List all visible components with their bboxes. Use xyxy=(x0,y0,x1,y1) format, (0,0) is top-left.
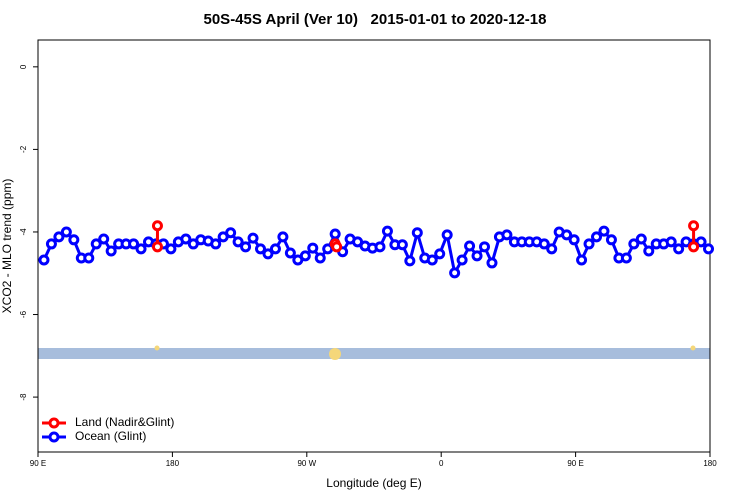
point xyxy=(643,245,655,257)
point xyxy=(688,220,700,232)
point xyxy=(464,240,476,252)
point xyxy=(165,243,177,255)
point xyxy=(628,238,640,250)
point xyxy=(568,234,580,246)
point xyxy=(299,250,311,262)
y-tick-label: -4 xyxy=(19,228,28,236)
point xyxy=(538,238,550,250)
point xyxy=(456,254,468,266)
point xyxy=(546,243,558,255)
y-tick-label: -8 xyxy=(19,393,28,401)
point xyxy=(45,238,57,250)
point xyxy=(210,238,222,250)
y-tick-label: 0 xyxy=(19,64,28,69)
point xyxy=(232,236,244,248)
point xyxy=(284,247,296,259)
legend-marker xyxy=(48,417,60,429)
point xyxy=(38,254,50,266)
point xyxy=(314,252,326,264)
point xyxy=(277,231,289,243)
legend-label: Land (Nadir&Glint) xyxy=(75,415,174,429)
x-axis-title: Longitude (deg E) xyxy=(326,476,421,490)
point xyxy=(426,254,438,266)
point xyxy=(90,238,102,250)
x-tick-label: 90 E xyxy=(567,459,583,468)
point xyxy=(441,229,453,241)
point xyxy=(688,241,700,253)
point xyxy=(635,233,647,245)
point xyxy=(331,241,343,253)
point xyxy=(583,238,595,250)
point xyxy=(329,228,341,240)
point xyxy=(598,225,610,237)
point xyxy=(620,252,632,264)
point xyxy=(105,245,117,257)
land-spot xyxy=(329,348,341,360)
y-tick-label: -6 xyxy=(19,310,28,318)
point xyxy=(703,243,715,255)
point xyxy=(411,227,423,239)
x-tick-label: 180 xyxy=(703,459,717,468)
point xyxy=(434,248,446,260)
surface-band xyxy=(38,348,710,359)
point xyxy=(68,234,80,246)
point xyxy=(471,250,483,262)
point xyxy=(307,242,319,254)
y-tick-label: -2 xyxy=(19,145,28,153)
point xyxy=(225,227,237,239)
point xyxy=(128,238,140,250)
point xyxy=(479,241,491,253)
point xyxy=(247,232,259,244)
point xyxy=(501,229,513,241)
x-tick-label: 0 xyxy=(439,459,444,468)
legend-marker xyxy=(48,431,60,443)
point xyxy=(83,252,95,264)
point xyxy=(486,257,498,269)
point xyxy=(374,241,386,253)
chart-title: 50S-45S April (Ver 10) 2015-01-01 to 202… xyxy=(204,11,547,28)
point xyxy=(60,226,72,238)
point xyxy=(151,220,163,232)
point xyxy=(262,248,274,260)
point xyxy=(381,225,393,237)
x-tick-label: 180 xyxy=(166,459,180,468)
point xyxy=(151,241,163,253)
point xyxy=(605,234,617,246)
point xyxy=(98,233,110,245)
point xyxy=(673,243,685,255)
land-spot xyxy=(154,345,160,351)
x-tick-label: 90 W xyxy=(297,459,316,468)
land-spot xyxy=(690,345,696,351)
point xyxy=(404,255,416,267)
point xyxy=(665,236,677,248)
point xyxy=(576,254,588,266)
point xyxy=(449,267,461,279)
point xyxy=(695,236,707,248)
point xyxy=(269,243,281,255)
point xyxy=(53,231,65,243)
point xyxy=(240,241,252,253)
x-tick-label: 90 E xyxy=(30,459,46,468)
point xyxy=(255,243,267,255)
legend-label: Ocean (Glint) xyxy=(75,429,146,443)
point xyxy=(135,243,147,255)
point xyxy=(396,239,408,251)
y-axis-title: XCO2 - MLO trend (ppm) xyxy=(0,179,14,314)
point xyxy=(180,233,192,245)
point xyxy=(561,229,573,241)
point xyxy=(591,231,603,243)
